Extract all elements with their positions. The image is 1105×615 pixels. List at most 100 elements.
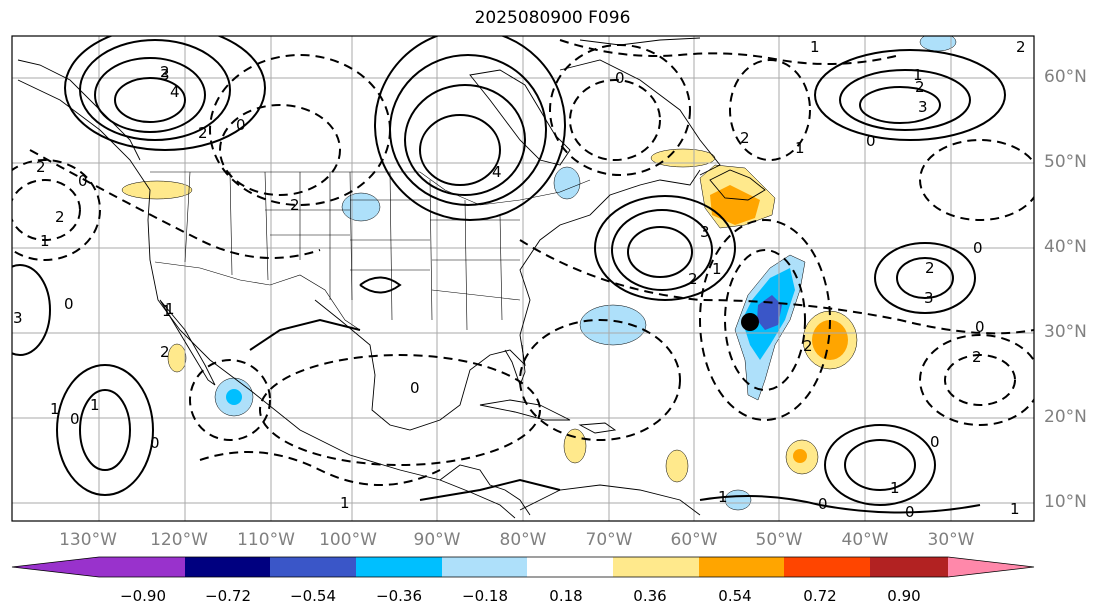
cuba <box>479 399 571 421</box>
lon-label: 40°W <box>841 530 889 550</box>
shaded-anomalies <box>121 36 957 511</box>
colorbar-segment <box>442 557 527 577</box>
contour-label: 0 <box>930 433 940 451</box>
anomaly-positive-mexico <box>167 343 187 373</box>
colorbar-tick-label: −0.54 <box>290 587 336 605</box>
contour-label: 1 <box>50 400 60 418</box>
colorbar-tick-label: 0.18 <box>549 587 583 605</box>
contour-label: 2 <box>36 158 46 176</box>
contour-label: 0 <box>236 116 246 134</box>
contour-label: 1 <box>40 232 50 250</box>
contour-label: 3 <box>924 289 934 307</box>
contour-label: 1 <box>810 38 820 56</box>
alaska-coast <box>17 59 141 161</box>
lat-label: 40°N <box>1044 237 1087 257</box>
contour-label: 0 <box>975 318 985 336</box>
south-america <box>519 484 701 516</box>
lon-label: 110°W <box>237 530 295 550</box>
anomaly-negative-tropics <box>724 489 752 511</box>
lat-label: 20°N <box>1044 407 1087 427</box>
contour-label: 1 <box>890 479 900 497</box>
colorbar-tick-label: −0.18 <box>462 587 508 605</box>
contour-label: 3 <box>700 223 710 241</box>
hudson-bay <box>469 69 571 166</box>
contour-labels: 2 3 4 0 2 4 3 2 1 2 3 1 0 2 3 2 1 0 2 0 … <box>13 38 1026 521</box>
lat-label: 30°N <box>1044 322 1087 342</box>
contour-label: 2 <box>688 270 698 288</box>
contour-label: 1 <box>718 488 728 506</box>
colorbar-segment <box>784 557 870 577</box>
newfoundland <box>709 169 766 201</box>
map-title: 2025080900 F096 <box>474 8 631 28</box>
state-lines <box>184 171 521 331</box>
colorbar-tick-label: −0.90 <box>120 587 166 605</box>
anomaly-negative-atlantic <box>579 304 647 346</box>
central-america <box>439 464 531 516</box>
contour-label: 2 <box>160 63 170 81</box>
colorbar-tick-label: 0.72 <box>803 587 837 605</box>
contour-label: 0 <box>150 434 160 452</box>
lon-label: 30°W <box>927 530 975 550</box>
contour-label: 1 <box>340 494 350 512</box>
lat-label: 60°N <box>1044 67 1087 87</box>
anomaly-negative-plains <box>341 192 381 222</box>
colorbar-tick-label: −0.36 <box>376 587 422 605</box>
gulf-coast <box>314 169 701 431</box>
contour-label: 1 <box>165 300 175 318</box>
contour-label: 0 <box>905 503 915 521</box>
political-borders <box>150 171 591 331</box>
lat-label: 10°N <box>1044 492 1087 512</box>
anomaly-positive-caribbean <box>563 428 587 464</box>
contour-label: 0 <box>78 172 88 190</box>
greenland <box>579 37 701 46</box>
contour-label: 0 <box>866 132 876 150</box>
contour-label: 0 <box>818 495 828 513</box>
anomaly-positive-quebec <box>650 148 716 168</box>
storm-center-dot <box>741 313 759 331</box>
contour-label: 3 <box>918 98 928 116</box>
map-frame <box>11 35 1035 522</box>
us-canada-border <box>150 171 591 206</box>
contour-label: 2 <box>740 129 750 147</box>
contour-label: 1 <box>90 396 100 414</box>
florida <box>504 344 526 387</box>
contour-label: 2 <box>1016 38 1026 56</box>
contour-label: 1 <box>162 302 172 320</box>
colorbar-segment <box>270 557 356 577</box>
pacific-coast <box>17 79 516 519</box>
contour-label: 0 <box>70 410 80 428</box>
labrador <box>559 59 721 176</box>
contour-label: 0 <box>973 239 983 257</box>
lon-label: 50°W <box>755 530 803 550</box>
colorbar-segment <box>185 557 270 577</box>
contour-label: 1 <box>913 66 923 84</box>
colorbar-tick-label: −0.72 <box>205 587 251 605</box>
colorbar-tick-label: 0.54 <box>718 587 752 605</box>
anomaly-negative-pacific-core <box>226 389 242 405</box>
colorbar-extend-high <box>948 557 1034 577</box>
colorbar-segment <box>870 557 948 577</box>
contour-label: 0 <box>615 69 625 87</box>
hispaniola <box>578 422 617 434</box>
contour-label: 2 <box>55 208 65 226</box>
lat-label: 50°N <box>1044 152 1087 172</box>
lon-label: 60°W <box>670 530 718 550</box>
contour-label: 1 <box>1010 500 1020 518</box>
contour-label: 4 <box>492 163 502 181</box>
contour-label: 2 <box>290 196 300 214</box>
baja-california <box>159 299 216 386</box>
contour-label: 3 <box>160 66 170 84</box>
colorbar-extend-low <box>12 557 99 577</box>
anomaly-positive-antilles <box>665 449 689 483</box>
contour-label: 2 <box>925 259 935 277</box>
contour-label: 0 <box>64 295 74 313</box>
contour-label: 2 <box>972 348 982 366</box>
colorbar-tick-label: 0.90 <box>887 587 921 605</box>
anomaly-positive-mid-atlantic-core <box>812 320 848 360</box>
colorbar-segment <box>356 557 442 577</box>
lon-label: 70°W <box>585 530 633 550</box>
anomaly-positive-bc <box>121 180 193 200</box>
contour-label: 2 <box>198 124 208 142</box>
contour-label: 2 <box>160 343 170 361</box>
